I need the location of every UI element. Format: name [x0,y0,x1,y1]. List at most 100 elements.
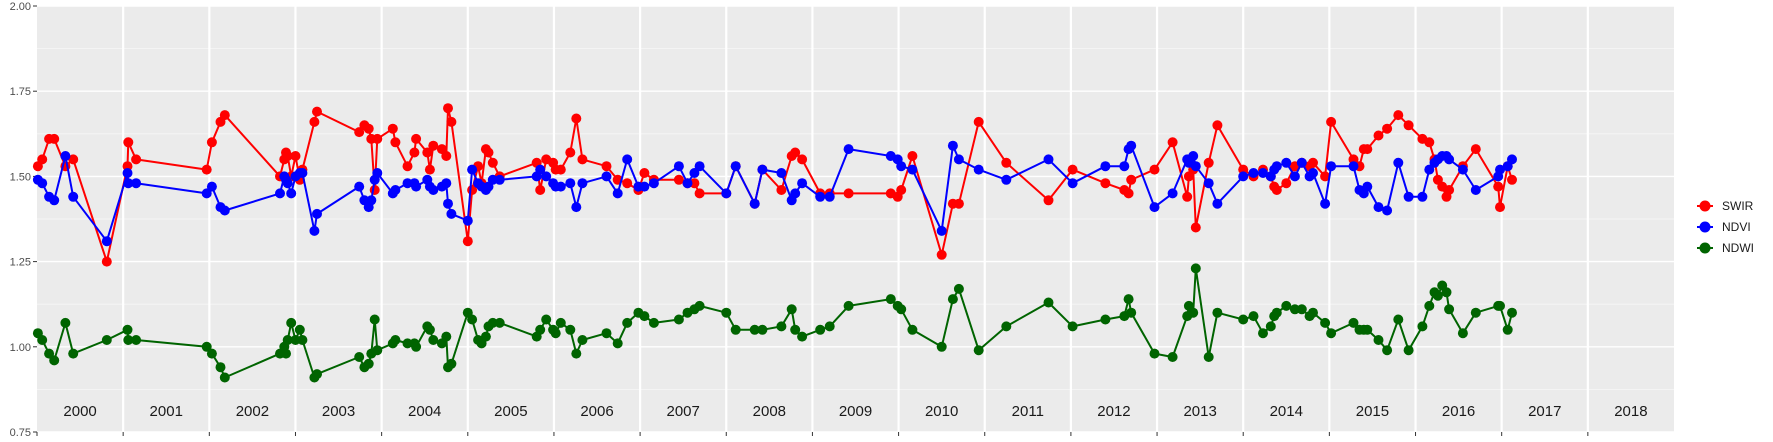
data-point-swir [37,154,48,165]
data-point-ndwi [1271,307,1282,318]
data-point-ndvi [37,178,48,189]
data-point-ndwi [294,324,305,335]
data-point-ndvi [1001,174,1012,185]
data-point-swir [1470,144,1481,155]
data-point-ndvi [1043,154,1054,165]
data-point-ndvi [201,188,212,199]
data-point-ndwi [1308,307,1318,318]
data-point-ndvi [1100,161,1111,172]
data-point-ndvi [1281,157,1292,168]
data-point-swir [1126,174,1137,185]
data-point-ndvi [1188,151,1199,161]
data-point-ndwi [571,348,582,359]
data-point-ndwi [565,324,576,335]
data-point-ndwi [1393,314,1404,325]
data-point-ndwi [555,317,566,328]
data-point-ndwi [1382,345,1393,356]
data-point-ndvi [790,188,801,199]
data-point-ndvi [219,205,230,216]
data-point-ndwi [1238,314,1249,325]
data-point-swir [1308,157,1318,168]
data-point-ndvi [446,208,457,219]
data-point-ndwi [757,324,768,335]
data-point-swir [555,164,566,175]
data-point-ndwi [1417,321,1428,332]
data-point-swir [101,256,112,267]
data-point-ndvi [947,140,958,151]
data-point-swir [282,151,293,161]
legend-item-ndwi: NDWI [1697,241,1754,255]
y-tick-label: 0.75 [10,427,31,439]
data-point-ndvi [312,208,322,219]
data-point-ndwi [1190,263,1201,274]
data-point-ndvi [494,174,505,185]
data-point-ndvi [1457,164,1468,175]
data-point-swir [1182,191,1193,202]
data-point-ndvi [1495,164,1505,175]
x-axis-year-labels: 2000 2001 2002 2003 2004 2005 2006 2007 2008 2009… [36,403,1648,436]
data-point-ndwi [947,294,958,305]
data-point-ndwi [1444,304,1455,315]
data-point-swir [443,103,453,114]
data-point-ndvi [411,181,422,192]
data-point-swir [936,249,947,260]
data-point-swir [1043,195,1054,206]
data-point-ndwi [797,331,808,342]
year-label: 2014 [1270,403,1303,420]
data-point-ndwi [612,338,623,349]
data-point-ndwi [936,341,947,352]
data-point-ndwi [1362,324,1373,335]
data-point-ndvi [1238,171,1249,182]
data-point-ndwi [1507,307,1517,318]
data-point-swir [1320,171,1331,182]
data-point-swir [402,161,413,172]
data-point-swir [790,147,801,158]
data-point-ndwi [215,362,226,373]
legend-key-point [1699,242,1711,254]
data-point-ndvi [1126,140,1137,151]
data-point-ndwi [1495,300,1505,311]
data-point-ndvi [206,181,217,192]
data-point-swir [201,164,212,175]
data-point-swir [535,185,546,195]
data-point-ndwi [201,341,212,352]
data-point-ndwi [721,307,732,318]
data-point-ndvi [1348,161,1359,172]
data-point-ndwi [577,335,588,345]
data-point-ndvi [1067,178,1078,189]
legend-label: NDVI [1722,220,1751,234]
data-point-ndvi [49,195,60,206]
year-label: 2000 [63,403,96,420]
data-point-ndwi [424,324,435,335]
data-point-ndwi [1126,307,1137,318]
data-point-ndvi [390,185,401,195]
data-point-ndvi [1203,178,1214,189]
data-point-ndwi [122,324,133,335]
data-point-ndvi [953,154,964,165]
data-point-ndwi [601,328,612,339]
data-point-ndwi [1149,348,1160,359]
data-point-swir [639,168,650,178]
data-point-ndvi [648,178,659,189]
data-point-swir [1393,110,1404,121]
legend-key-point [1699,200,1711,212]
series-ndwi [32,263,1517,383]
data-point-ndwi [1043,297,1054,308]
data-point-ndwi [550,328,561,339]
legend-label: NDWI [1722,241,1754,255]
data-point-ndvi [673,161,684,172]
data-point-ndwi [402,338,413,349]
data-point-ndwi [441,331,452,342]
data-point-ndwi [730,324,741,335]
data-point-swir [1167,137,1178,148]
data-point-swir [622,178,633,189]
data-point-ndvi [441,178,452,189]
data-point-ndwi [1203,352,1214,362]
data-point-ndvi [721,188,732,199]
data-point-swir [1362,144,1373,155]
year-label: 2006 [580,403,613,420]
year-label: 2012 [1097,403,1130,420]
data-point-swir [68,154,79,165]
data-point-swir [1326,116,1337,127]
data-point-swir [131,154,142,165]
